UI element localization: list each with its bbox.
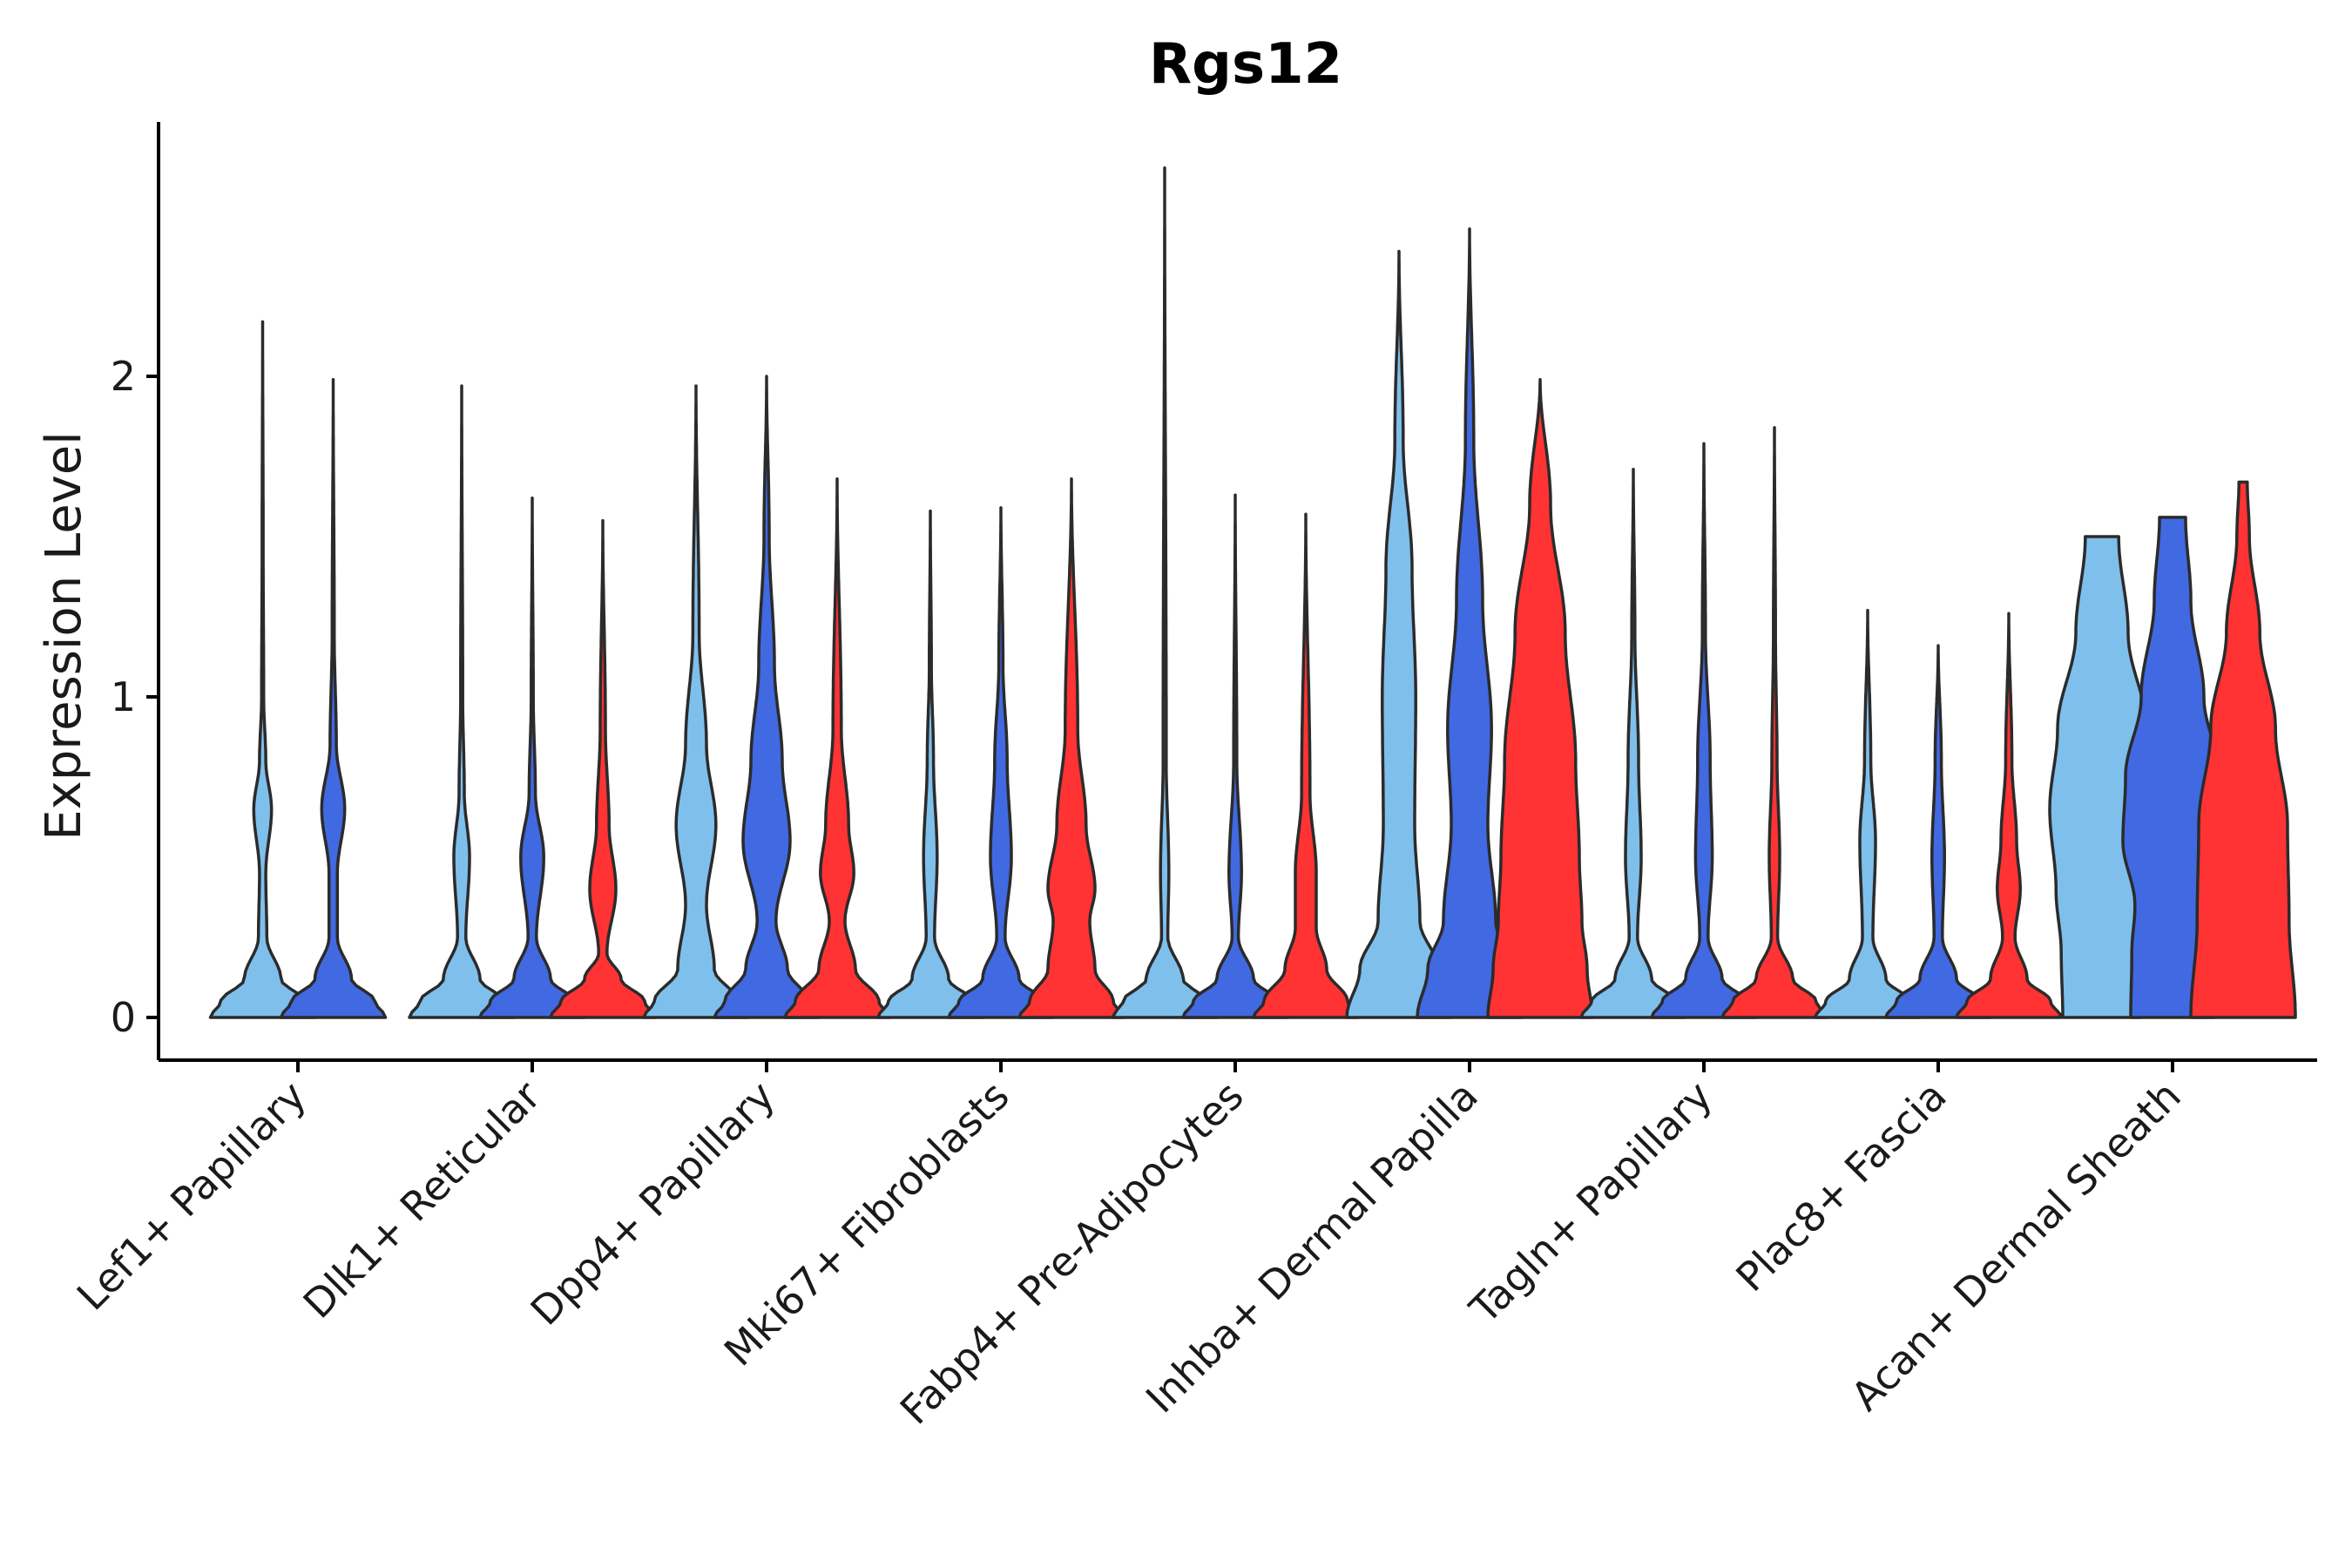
- x-tick-label: Plac8+ Fascia: [1727, 1072, 1955, 1301]
- violin-5-3: [1252, 512, 1360, 1019]
- x-tick-label: Dlk1+ Reticular: [294, 1072, 550, 1328]
- violin-4-3: [1017, 477, 1125, 1019]
- y-tick-label: 0: [111, 994, 136, 1041]
- violin-7-2: [1650, 442, 1758, 1019]
- y-tick-label: 1: [111, 673, 136, 720]
- chart-title: Rgs12: [1149, 32, 1342, 97]
- x-tick-label: Lef1+ Papillary: [68, 1072, 315, 1320]
- x-tick-label: Tagln+ Papillary: [1460, 1072, 1721, 1334]
- violin-2-3: [549, 518, 657, 1019]
- violin-5-2: [1181, 493, 1289, 1019]
- x-tick-label: Dpp4+ Papillary: [522, 1072, 784, 1335]
- violin-6-1: [1345, 249, 1453, 1019]
- violin-1-2: [279, 377, 388, 1019]
- violin-1-1: [208, 320, 317, 1019]
- violin-8-2: [1884, 644, 1992, 1019]
- violin-7-3: [1720, 426, 1828, 1019]
- violin-6-2: [1416, 226, 1524, 1019]
- violin-4-2: [947, 506, 1055, 1019]
- violin-4-1: [876, 509, 984, 1019]
- violin-3-2: [713, 375, 821, 1019]
- violin-layer: [208, 166, 2297, 1019]
- violin-7-1: [1579, 467, 1687, 1019]
- violin-2-1: [408, 384, 516, 1019]
- violin-3-1: [642, 384, 750, 1019]
- y-axis-label: Expression Level: [36, 431, 92, 841]
- violin-8-1: [1814, 608, 1922, 1019]
- violin-5-1: [1111, 166, 1219, 1019]
- violin-3-3: [783, 477, 891, 1019]
- violin-6-3: [1486, 377, 1594, 1019]
- violin-8-3: [1955, 612, 2063, 1019]
- violin-9-3: [2189, 480, 2297, 1019]
- y-tick-label: 2: [111, 353, 136, 400]
- violin-2-2: [478, 497, 586, 1019]
